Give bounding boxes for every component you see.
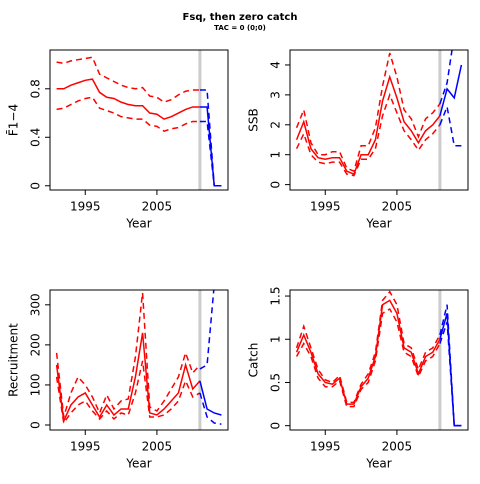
x-axis-label: Year [125,457,151,471]
y-tick-label: 0 [269,181,283,189]
x-tick-label: 1995 [310,440,341,454]
y-axis-label: SSB [247,108,261,131]
series-line [295,74,441,176]
series-line [439,321,462,427]
x-tick-label: 2005 [142,440,173,454]
x-axis-label: Year [365,217,391,231]
series-line [56,56,200,103]
y-tick-label: 1 [269,151,283,159]
series-line [295,299,441,405]
series-line [199,380,222,416]
series-line [56,78,200,120]
y-tick-label: 300 [29,293,43,316]
plot-frame [49,49,229,191]
y-tick-label: 100 [29,373,43,396]
y-axis-label: Recruitment [7,323,21,397]
y-tick-label: 1.5 [269,287,283,306]
x-tick-label: 1995 [70,200,101,214]
y-tick-label: 2 [269,121,283,129]
series-line [439,304,462,427]
y-tick-label: 200 [29,333,43,356]
plot-area [295,50,463,190]
x-tick-label: 1995 [310,200,341,214]
y-tick-label: 0.4 [29,128,43,147]
series-line [199,89,222,187]
series-line [295,290,441,404]
series-line [439,50,453,105]
plot-frame [289,289,469,431]
series-line [295,92,441,177]
plot-area [55,290,222,430]
series-line [199,120,222,187]
series-line [55,292,201,418]
series-line [295,307,441,408]
x-tick-label: 1995 [70,440,101,454]
y-tick-label: 1 [269,335,283,343]
y-tick-label: 0.5 [269,373,283,392]
title: Fsq, then zero catch [183,12,298,23]
x-axis-label: Year [125,217,151,231]
series-line [55,360,201,425]
subtitle: TAC = 0 (0;0) [214,24,266,32]
plot-frame [289,49,469,191]
series-line [56,96,200,133]
y-tick-label: 0 [269,422,283,430]
x-tick-label: 2005 [382,200,413,214]
plot-area [295,290,462,430]
series-line [55,332,201,424]
y-tick-label: 3 [269,91,283,99]
plot-area [56,50,222,190]
x-tick-label: 2005 [142,200,173,214]
y-tick-label: 0.8 [29,79,43,98]
x-axis-label: Year [365,457,391,471]
series-line [439,104,462,147]
series-line [199,290,215,370]
y-tick-label: 0 [29,182,43,190]
y-axis-label: F̄1−4 [6,104,20,136]
x-tick-label: 2005 [382,440,413,454]
series-line [199,392,222,425]
y-tick-label: 4 [269,61,283,69]
y-axis-label: Catch [247,343,261,378]
plot-frame [49,289,229,431]
y-tick-label: 0 [29,421,43,429]
series-line [439,64,463,117]
